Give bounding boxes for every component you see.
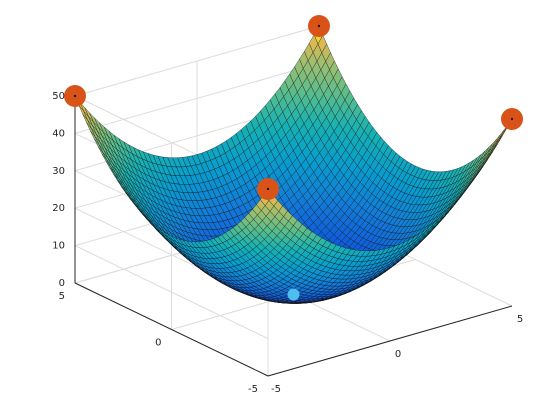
surface: [74, 25, 513, 304]
data-point-marker: [287, 288, 300, 301]
axis-line: [267, 305, 513, 377]
z-tick-label: 20: [52, 203, 65, 214]
data-point-marker-center: [266, 187, 270, 191]
markers: [64, 15, 523, 301]
data-point-marker-center: [510, 117, 514, 121]
z-tick-label: 30: [52, 166, 65, 177]
z-tick-label: 40: [52, 128, 65, 139]
z-tick-label: 10: [52, 241, 65, 252]
z-tick-label: 0: [59, 278, 65, 289]
x-tick-label: 5: [517, 314, 523, 325]
axis-line: [74, 282, 269, 377]
y-tick-label: 5: [59, 291, 65, 302]
y-tick-label: 0: [155, 338, 161, 349]
tick-labels: 0 10 20 30 40 50 -5 0 5 -5 0 5: [52, 91, 523, 395]
x-tick-label: 0: [395, 349, 401, 360]
y-tick-label: -5: [248, 384, 258, 395]
data-point-marker-center: [317, 24, 321, 28]
data-point-marker-center: [73, 94, 77, 98]
x-tick-label: -5: [271, 384, 281, 395]
z-tick-label: 50: [52, 91, 65, 102]
